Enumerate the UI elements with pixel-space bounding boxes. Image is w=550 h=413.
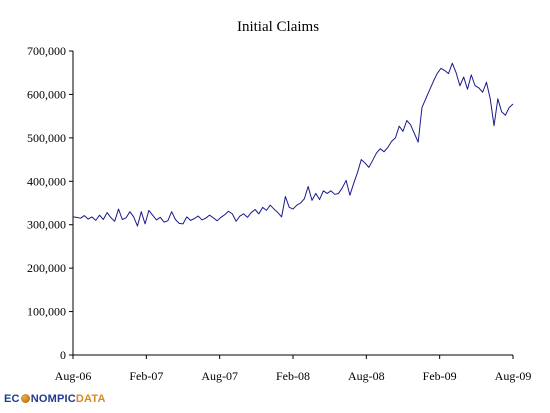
x-tick-label: Feb-09	[423, 369, 457, 383]
y-tick-label: 100,000	[27, 305, 66, 319]
x-tick-label: Feb-08	[276, 369, 310, 383]
x-axis: Aug-06 Feb-07 Aug-07 Feb-08 Aug-08 Feb-09 Aug-…	[55, 354, 532, 383]
y-tick-label: 700,000	[27, 44, 66, 58]
x-tick-label: Feb-07	[129, 369, 163, 383]
chart-title: Initial Claims	[237, 19, 319, 35]
y-tick-label: 400,000	[27, 174, 66, 188]
economicdata-logo: EC NOMPICDATA	[4, 393, 106, 405]
coin-icon	[20, 394, 30, 403]
y-tick-label: 600,000	[27, 87, 66, 101]
y-tick-label: 0	[60, 348, 66, 362]
y-tick-label: 500,000	[27, 131, 66, 145]
series-line	[72, 62, 514, 227]
y-tick-label: 300,000	[27, 218, 66, 232]
x-tick-label: Aug-09	[495, 369, 532, 383]
x-tick-label: Aug-06	[55, 369, 92, 383]
y-tick-label: 200,000	[27, 261, 66, 275]
y-axis: 0 100,000 200,000 300,000 400,000 500,000 600,…	[27, 44, 74, 362]
plot-area	[72, 62, 514, 227]
x-tick-label: Aug-07	[201, 369, 238, 383]
x-tick-label: Aug-08	[348, 369, 385, 383]
